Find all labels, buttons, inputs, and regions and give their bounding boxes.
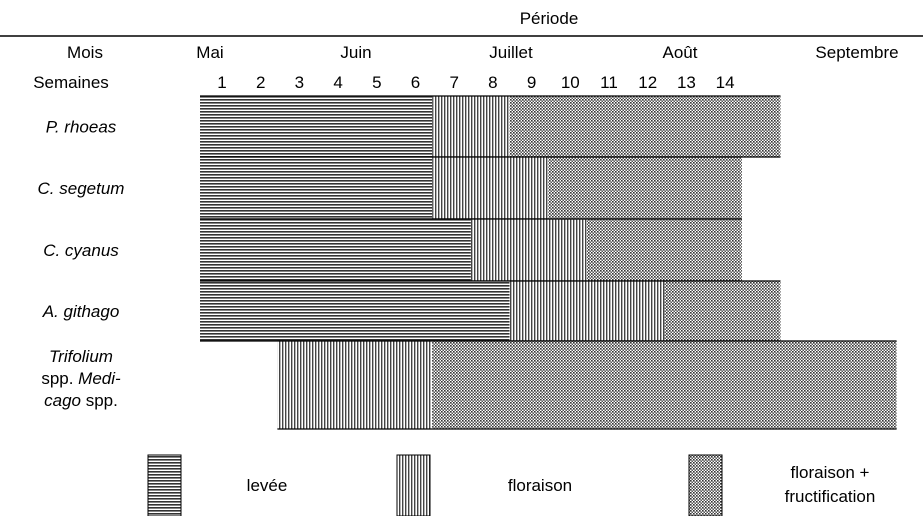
bar-levee <box>200 219 471 281</box>
legend: levée floraison floraison + fructification <box>147 454 876 516</box>
legend-swatch-floraison_fructification <box>688 454 723 516</box>
species-label-part: A. githago <box>42 302 120 321</box>
species-label-part: P. rhoeas <box>46 118 117 137</box>
month-label: Septembre <box>815 43 898 62</box>
month-label: Juillet <box>489 43 533 62</box>
species-label-part: Trifolium <box>49 347 113 366</box>
week-label: 1 <box>217 73 226 92</box>
species-row: C. segetum <box>38 156 742 220</box>
species-label: A. githago <box>42 302 120 321</box>
week-label: 7 <box>449 73 458 92</box>
week-label: 5 <box>372 73 381 92</box>
species-rows: P. rhoeas C. segetum C. cyanus A. githago Tr… <box>38 95 897 430</box>
week-label: 11 <box>600 73 618 92</box>
week-labels: 1 2 3 4 5 6 7 8 9 10 11 12 13 14 <box>217 73 734 92</box>
week-label: 13 <box>677 73 696 92</box>
legend-swatch-floraison <box>396 454 431 516</box>
species-label-part: spp. <box>81 391 118 410</box>
species-row: A. githago <box>42 280 781 342</box>
bar-floraison <box>277 341 433 429</box>
legend-swatch-levee <box>147 454 182 516</box>
week-label: 10 <box>561 73 580 92</box>
bar-levee <box>200 281 510 341</box>
month-label: Juin <box>340 43 371 62</box>
period-title: Période <box>520 9 579 28</box>
month-label: Mai <box>196 43 223 62</box>
bar-levee <box>200 157 433 219</box>
bar-floraison <box>432 96 510 157</box>
species-label-part: spp. <box>41 369 78 388</box>
week-label: 4 <box>333 73 342 92</box>
bar-floraison_fructification <box>432 341 897 429</box>
species-row: Trifolium spp. Medi-cago spp. <box>41 340 897 430</box>
bar-floraison_fructification <box>509 96 781 157</box>
bar-floraison_fructification <box>548 157 742 219</box>
bar-floraison <box>509 281 665 341</box>
species-label: C. segetum <box>38 179 125 198</box>
week-label: 6 <box>411 73 420 92</box>
week-label: 12 <box>638 73 657 92</box>
legend-label-floraison: floraison <box>508 476 572 495</box>
legend-label-levee: levée <box>247 476 288 495</box>
week-label: 9 <box>527 73 536 92</box>
species-label-part: cago <box>44 391 81 410</box>
week-label: 3 <box>295 73 304 92</box>
week-label: 2 <box>256 73 265 92</box>
species-label: P. rhoeas <box>46 118 117 137</box>
species-label: C. cyanus <box>43 241 119 260</box>
legend-label-line: floraison + <box>791 463 870 482</box>
species-label-part: Medi- <box>78 369 121 388</box>
week-label: 14 <box>716 73 735 92</box>
legend-label-floraison_fructification: floraison + fructification <box>785 463 876 506</box>
species-label: Trifolium spp. Medi-cago spp. <box>41 347 121 410</box>
species-label-part: C. segetum <box>38 179 125 198</box>
species-label-part: C. cyanus <box>43 241 119 260</box>
bar-floraison <box>470 219 587 281</box>
legend-label-line: fructification <box>785 487 876 506</box>
bar-floraison_fructification <box>587 219 742 281</box>
month-label: Août <box>663 43 698 62</box>
species-row: P. rhoeas <box>46 95 781 158</box>
bar-floraison <box>432 157 549 219</box>
weeks-row-label: Semaines <box>33 73 109 92</box>
bar-levee <box>200 96 433 157</box>
bar-floraison_fructification <box>664 281 781 341</box>
species-row: C. cyanus <box>43 218 742 282</box>
months-row-label: Mois <box>67 43 103 62</box>
week-label: 8 <box>488 73 497 92</box>
month-labels: Mai Juin Juillet Août Septembre <box>196 43 898 62</box>
